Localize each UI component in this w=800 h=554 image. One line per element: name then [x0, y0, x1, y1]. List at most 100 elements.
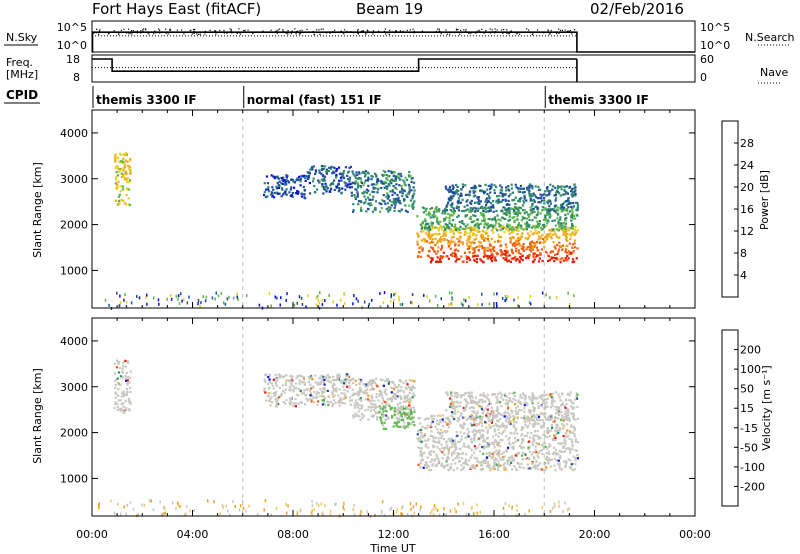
data-cell — [369, 388, 372, 391]
data-cell — [119, 408, 122, 411]
ground-cell — [239, 504, 242, 508]
data-cell — [283, 179, 286, 182]
data-cell — [469, 235, 472, 238]
ground-cell — [221, 503, 224, 507]
data-cell — [457, 457, 460, 460]
data-cell — [356, 186, 360, 189]
data-cell — [454, 392, 458, 395]
data-cell — [348, 176, 352, 179]
data-cell — [486, 197, 489, 200]
data-cell — [316, 395, 319, 398]
data-cell — [433, 415, 436, 418]
data-cell — [281, 188, 284, 191]
noise-sample — [298, 33, 300, 35]
data-cell — [513, 220, 516, 224]
data-cell — [563, 231, 566, 234]
ground-cell — [307, 294, 309, 298]
data-cell — [486, 188, 489, 191]
data-cell — [520, 462, 523, 465]
data-cell — [490, 258, 493, 261]
colorbar-tick-label: -100 — [740, 461, 765, 474]
data-cell — [413, 200, 416, 203]
data-cell — [559, 399, 562, 402]
data-cell — [570, 400, 573, 403]
data-cell — [355, 171, 358, 174]
data-cell — [553, 231, 556, 234]
data-cell — [488, 194, 491, 198]
data-cell — [310, 398, 313, 401]
data-cell — [428, 214, 431, 217]
ground-cell — [357, 299, 359, 303]
data-cell — [440, 437, 443, 440]
data-cell — [574, 217, 577, 220]
data-cell — [420, 227, 423, 230]
data-cell — [548, 205, 551, 208]
data-cell — [533, 440, 536, 443]
data-cell — [536, 241, 539, 244]
ground-cell — [298, 295, 301, 299]
data-cell — [477, 197, 480, 200]
data-cell — [554, 449, 558, 452]
data-cell — [566, 244, 569, 247]
data-cell — [560, 185, 563, 188]
ground-cell — [464, 299, 467, 303]
data-cell — [502, 212, 505, 215]
data-cell — [272, 387, 275, 390]
data-cell — [459, 431, 462, 434]
data-cell — [533, 200, 536, 203]
data-cell — [522, 392, 525, 395]
data-cell — [276, 379, 279, 382]
data-cell — [380, 408, 383, 411]
data-cell — [496, 406, 499, 409]
data-cell — [475, 258, 479, 261]
data-cell — [532, 456, 535, 459]
data-cell — [432, 248, 435, 251]
data-cell — [335, 173, 338, 177]
data-cell — [467, 391, 470, 394]
data-cell — [474, 402, 477, 405]
data-cell — [571, 227, 574, 230]
noise-sample — [193, 32, 195, 34]
noise-sample — [326, 32, 328, 34]
data-cell — [114, 156, 117, 159]
data-cell — [455, 190, 458, 193]
data-cell — [450, 414, 453, 417]
noise-series — [91, 28, 695, 53]
data-cell — [533, 430, 537, 433]
data-cell — [478, 244, 481, 247]
data-cell — [569, 251, 573, 254]
data-cell — [423, 464, 426, 467]
ground-cell — [513, 298, 515, 302]
data-cell — [365, 392, 368, 395]
data-cell — [574, 231, 577, 235]
data-cell — [508, 392, 511, 395]
data-cell — [491, 252, 494, 255]
data-cell — [387, 195, 391, 198]
data-cell — [313, 401, 316, 404]
ground-cell — [568, 507, 570, 511]
data-cell — [396, 395, 399, 398]
ground-cell — [143, 504, 145, 507]
data-cell — [448, 199, 451, 202]
data-cell — [479, 406, 482, 409]
data-cell — [289, 188, 292, 191]
data-cell — [573, 468, 576, 471]
data-cell — [326, 379, 329, 382]
data-cell — [499, 401, 502, 404]
data-cell — [114, 157, 117, 160]
data-cell — [475, 457, 479, 460]
data-cell — [431, 227, 434, 230]
data-cell — [451, 458, 455, 462]
data-cell — [499, 228, 502, 231]
data-cell — [375, 180, 379, 183]
ground-cell — [410, 300, 412, 304]
ground-cell — [236, 295, 238, 299]
data-cell — [322, 387, 325, 390]
data-cell — [347, 178, 350, 181]
data-cell — [507, 199, 510, 202]
data-cell — [309, 168, 312, 171]
noise-sample — [214, 31, 216, 33]
noise-sample — [231, 32, 233, 34]
noise-sample — [123, 28, 125, 30]
noise-sample — [167, 33, 169, 35]
